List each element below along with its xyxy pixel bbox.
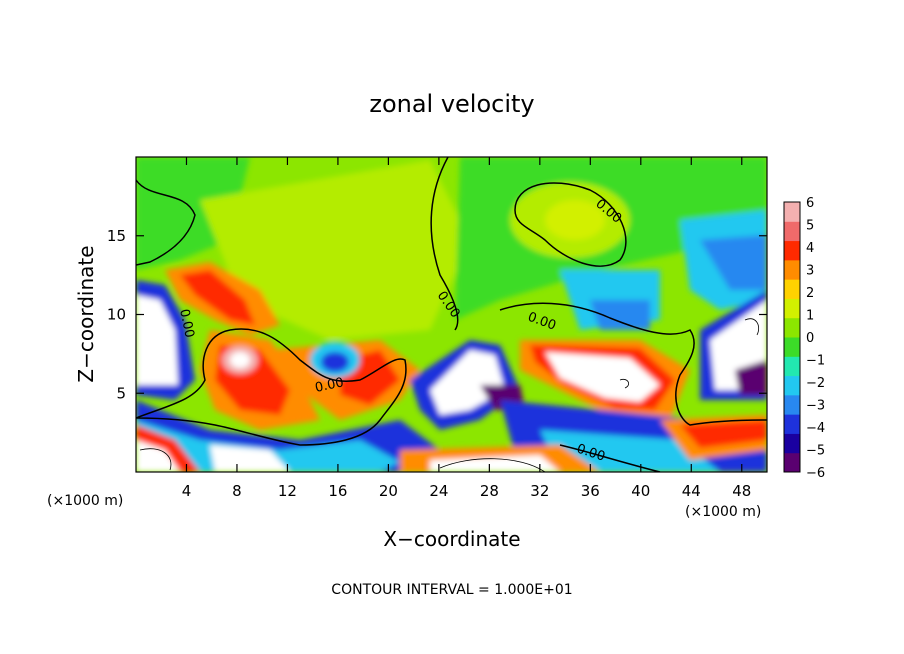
- x-tick-label: 16: [328, 482, 347, 500]
- x-tick-label: 48: [732, 482, 751, 500]
- colorbar-tick-label: 2: [806, 286, 814, 301]
- x-tick-label: 8: [232, 482, 242, 500]
- colorbar-swatch: [784, 356, 800, 377]
- colorbar-swatch: [784, 259, 800, 280]
- x-tick-label: 20: [379, 482, 398, 500]
- colorbar-tick-label: 1: [806, 309, 814, 324]
- contour-label: 0.00: [176, 308, 197, 339]
- colorbar-tick-label: −5: [806, 444, 825, 459]
- colorbar-swatch: [784, 375, 800, 396]
- y-tick-label: 10: [107, 306, 126, 324]
- colorbar-swatch: [784, 221, 800, 242]
- x-axis: 4 8 12 16 20 24 28 32 36 40 44 48: [182, 157, 751, 500]
- x-tick-label: 36: [581, 482, 600, 500]
- colorbar-swatch: [784, 240, 800, 261]
- colorbar-swatch: [784, 298, 800, 319]
- minor-contours: [139, 318, 760, 472]
- colorbar-tick-label: 5: [806, 219, 814, 234]
- colorbar-swatch: [784, 317, 800, 338]
- x-tick-label: 24: [429, 482, 448, 500]
- y-tick-label: 5: [116, 384, 126, 402]
- contour-label: 0.00: [314, 375, 345, 396]
- colorbar-swatch: [784, 279, 800, 299]
- colorbar-tick-label: 4: [806, 241, 814, 256]
- y-axis-label: Z−coordinate: [74, 245, 98, 382]
- y-tick-label: 15: [107, 227, 126, 245]
- colorbar-swatch: [784, 394, 800, 415]
- colorbar-tick-label: −1: [806, 354, 825, 369]
- colorbar-tick-label: 3: [806, 264, 814, 279]
- x-tick-label: 4: [182, 482, 192, 500]
- colorbar-swatch: [784, 433, 800, 454]
- chart-title: zonal velocity: [369, 90, 534, 118]
- colorbar-swatch: [784, 337, 800, 357]
- velocity-field: [136, 157, 767, 472]
- x-axis-label: X−coordinate: [383, 527, 520, 551]
- colorbar-swatch: [784, 414, 800, 434]
- x-tick-label: 44: [682, 482, 701, 500]
- x-unit-label-left: (×1000 m): [47, 493, 123, 509]
- colorbar-tick-label: −2: [806, 376, 825, 391]
- colorbar-frame: [783, 201, 801, 473]
- colorbar-tick-label: 6: [806, 196, 814, 211]
- colorbar-swatch: [784, 202, 800, 222]
- zero-contours: [136, 157, 767, 472]
- colorbar: 6 5 4 3 2 1 0 −1 −2 −3 −4 −5 −6: [783, 196, 825, 481]
- colorbar-swatch: [784, 452, 800, 473]
- x-tick-label: 28: [480, 482, 499, 500]
- colorbar-tick-label: −4: [806, 421, 825, 436]
- y-axis: 5 10 15: [107, 227, 767, 402]
- x-unit-label-right: (×1000 m): [685, 504, 761, 520]
- x-tick-label: 12: [278, 482, 297, 500]
- colorbar-tick-label: −3: [806, 399, 825, 414]
- footer-note: CONTOUR INTERVAL = 1.000E+01: [331, 582, 572, 598]
- colorbar-tick-label: −6: [806, 466, 825, 481]
- colorbar-tick-label: 0: [806, 331, 814, 346]
- x-tick-label: 40: [631, 482, 650, 500]
- x-tick-label: 32: [530, 482, 549, 500]
